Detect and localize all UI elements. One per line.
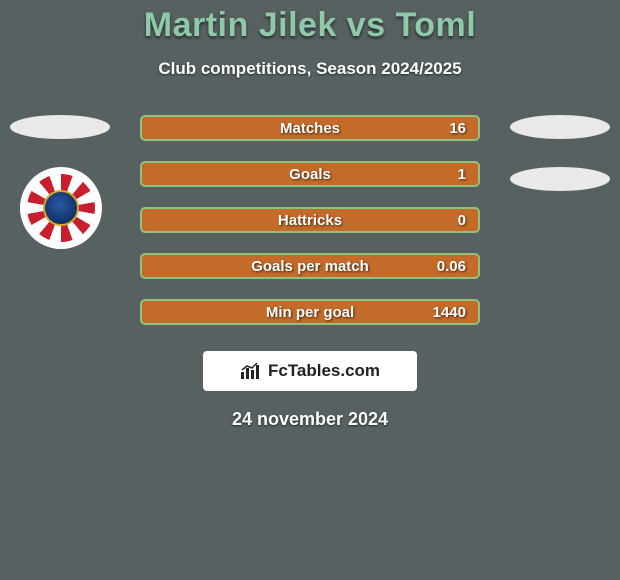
player-right-badge-2 [510, 167, 610, 191]
stat-label: Hattricks [142, 212, 478, 229]
club-badge-center [43, 190, 79, 226]
stat-bar: Min per goal 1440 [140, 299, 480, 325]
player-right-badge [510, 115, 610, 139]
stat-bar: Matches 16 [140, 115, 480, 141]
stat-label: Matches [142, 120, 478, 137]
chart-icon [240, 362, 262, 380]
stats-section: Matches 16 Goals 1 Hattricks 0 Goals per… [0, 115, 620, 325]
watermark-text: FcTables.com [268, 361, 380, 381]
stat-value-right: 0 [458, 212, 466, 229]
stat-bar: Goals per match 0.06 [140, 253, 480, 279]
page-title: Martin Jilek vs Toml [144, 6, 476, 45]
club-badge-inner [27, 174, 95, 242]
player-left-badge [10, 115, 110, 139]
stat-label: Goals per match [142, 258, 478, 275]
stat-bar: Hattricks 0 [140, 207, 480, 233]
stat-value-right: 1440 [433, 304, 466, 321]
watermark: FcTables.com [203, 351, 417, 391]
stat-value-right: 1 [458, 166, 466, 183]
club-badge-icon [20, 167, 102, 249]
stat-bar: Goals 1 [140, 161, 480, 187]
date-text: 24 november 2024 [232, 409, 388, 430]
stat-value-right: 0.06 [437, 258, 466, 275]
stat-label: Min per goal [142, 304, 478, 321]
infographic-card: Martin Jilek vs Toml Club competitions, … [0, 0, 620, 580]
subtitle: Club competitions, Season 2024/2025 [158, 59, 461, 79]
stat-bars: Matches 16 Goals 1 Hattricks 0 Goals per… [140, 115, 480, 325]
stat-value-right: 16 [449, 120, 466, 137]
stat-label: Goals [142, 166, 478, 183]
